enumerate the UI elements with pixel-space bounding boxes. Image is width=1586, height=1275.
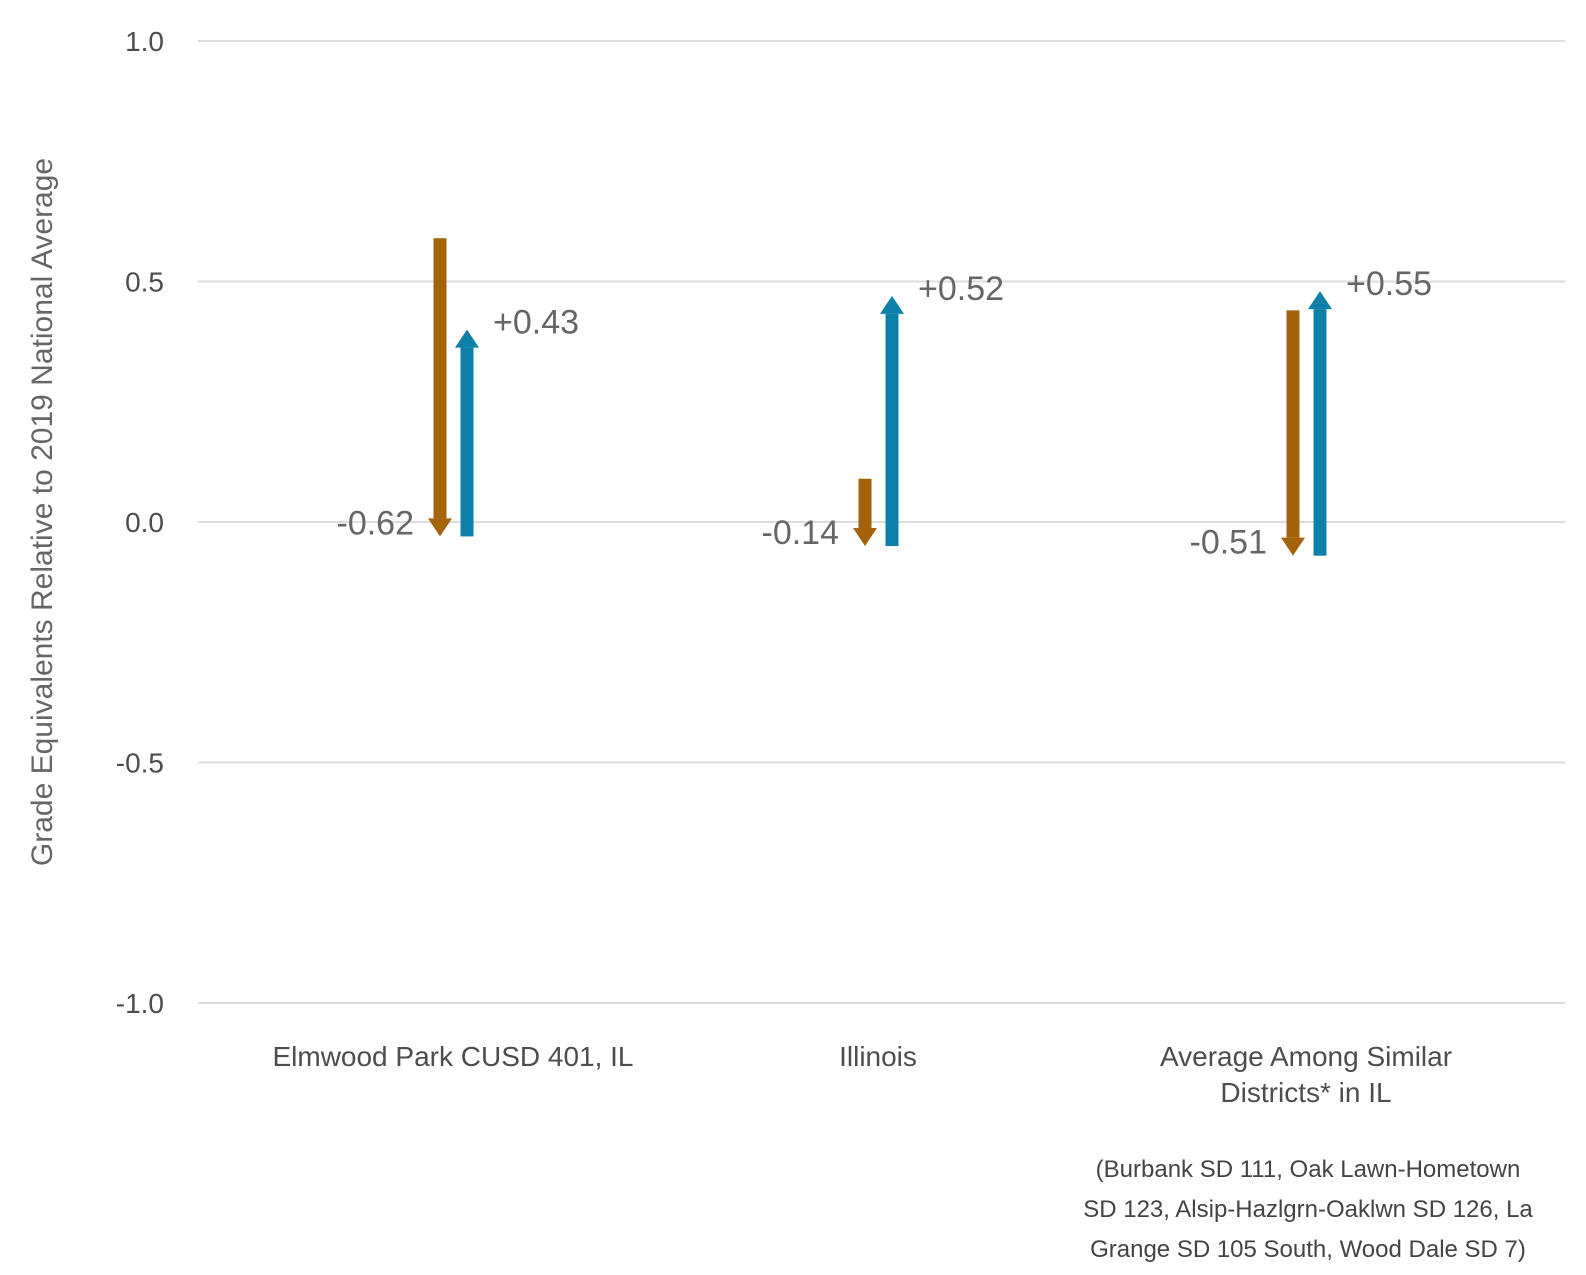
x-category-label: Elmwood Park CUSD 401, IL: [272, 1041, 633, 1072]
decline-arrow-shaft: [433, 238, 447, 519]
decline-arrow-head: [428, 518, 452, 537]
decline-arrow-shaft: [1286, 310, 1300, 538]
decline-value-label: -0.14: [762, 514, 840, 552]
footnote-line: Grange SD 105 South, Wood Dale SD 7): [1090, 1236, 1526, 1263]
decline-value-label: -0.51: [1190, 524, 1268, 562]
y-tick-label: 0.0: [125, 507, 164, 538]
y-tick-label: 1.0: [125, 26, 164, 57]
y-tick-label: 0.5: [125, 267, 164, 298]
decline-arrow-shaft: [858, 478, 872, 529]
decline-arrow-head: [853, 528, 877, 547]
x-category-label: Average Among Similar: [1160, 1041, 1452, 1072]
y-tick-label: -0.5: [116, 748, 164, 779]
recovery-arrow-head: [880, 295, 904, 314]
recovery-arrow-shaft: [1313, 309, 1327, 556]
y-axis-label: Grade Equivalents Relative to 2019 Natio…: [26, 158, 59, 866]
footnote-line: (Burbank SD 111, Oak Lawn-Hometown: [1096, 1156, 1521, 1183]
recovery-value-label: +0.55: [1346, 265, 1432, 303]
recovery-value-label: +0.52: [918, 270, 1004, 308]
x-category-label: Districts* in IL: [1220, 1077, 1391, 1108]
recovery-arrow-shaft: [885, 313, 899, 547]
recovery-arrow-head: [1308, 291, 1332, 310]
decline-arrow-head: [1281, 537, 1305, 556]
recovery-value-label: +0.43: [493, 304, 579, 342]
decline-value-label: -0.62: [337, 504, 415, 542]
footnote-line: SD 123, Alsip-Hazlgrn-Oaklwn SD 126, La: [1083, 1196, 1533, 1223]
x-category-label: Illinois: [839, 1041, 917, 1072]
recovery-arrow-shaft: [460, 347, 474, 537]
recovery-arrow-head: [455, 329, 479, 348]
y-tick-label: -1.0: [116, 988, 164, 1019]
